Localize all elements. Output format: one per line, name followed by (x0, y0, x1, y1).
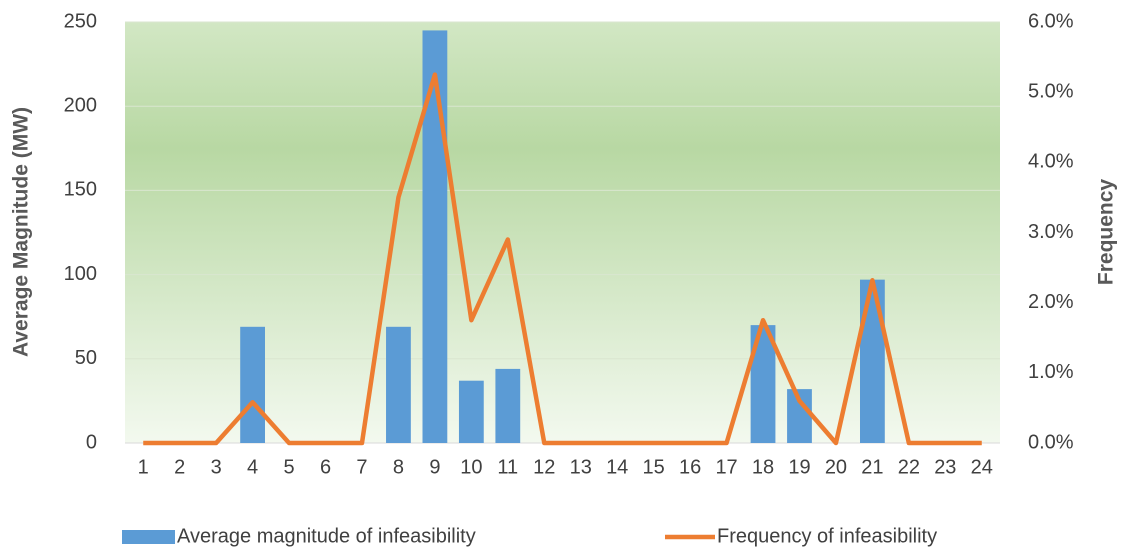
legend-label: Frequency of infeasibility (717, 525, 937, 547)
x-tick-label: 5 (284, 456, 295, 478)
bar (240, 326, 265, 443)
plot-area (125, 22, 1000, 443)
y-axis-title: Average Magnitude (MW) (10, 107, 33, 357)
x-tick-label: 20 (825, 456, 847, 478)
x-tick-label: 16 (679, 456, 701, 478)
x-tick-label: 8 (393, 456, 404, 478)
x-tick-label: 14 (606, 456, 628, 478)
bar (386, 326, 411, 443)
x-tick-label: 4 (247, 456, 258, 478)
y2-tick-label: 0.0% (1028, 431, 1074, 453)
y2-tick-label: 5.0% (1028, 80, 1074, 102)
bar (422, 30, 448, 443)
y-tick-label: 100 (64, 263, 97, 285)
x-tick-label: 12 (533, 456, 555, 478)
y2-tick-label: 2.0% (1028, 291, 1074, 313)
x-tick-label: 23 (934, 456, 956, 478)
x-tick-label: 11 (497, 456, 518, 478)
y2-tick-label: 4.0% (1028, 151, 1074, 173)
x-tick-label: 13 (570, 456, 592, 478)
x-tick-label: 1 (138, 456, 149, 478)
x-tick-label: 18 (752, 456, 774, 478)
x-tick-label: 19 (788, 456, 810, 478)
line (143, 72, 982, 446)
legend-swatch (122, 530, 175, 544)
x-tick-label: 3 (211, 456, 222, 478)
x-tick-label: 24 (971, 456, 993, 478)
y-tick-label: 0 (86, 431, 97, 453)
y-tick-label: 250 (64, 10, 97, 32)
x-tick-label: 9 (429, 456, 440, 478)
y-tick-label: 200 (64, 94, 97, 116)
y2-tick-label: 1.0% (1028, 361, 1074, 383)
x-tick-label: 7 (356, 456, 367, 478)
x-tick-label: 6 (320, 456, 331, 478)
y2-tick-label: 6.0% (1028, 10, 1074, 32)
bar (860, 279, 885, 443)
x-tick-label: 17 (715, 456, 737, 478)
y2-axis-title: Frequency (1095, 179, 1118, 286)
x-tick-label: 22 (898, 456, 920, 478)
bar (458, 380, 484, 443)
x-tick-label: 15 (643, 456, 665, 478)
y-tick-label: 150 (64, 179, 97, 201)
y-tick-label: 50 (75, 347, 97, 369)
x-tick-label: 21 (861, 456, 883, 478)
x-tick-label: 10 (460, 456, 482, 478)
bar (495, 368, 521, 443)
legend-label: Average magnitude of infeasibility (177, 525, 476, 547)
x-tick-label: 2 (174, 456, 185, 478)
y2-tick-label: 3.0% (1028, 221, 1074, 243)
